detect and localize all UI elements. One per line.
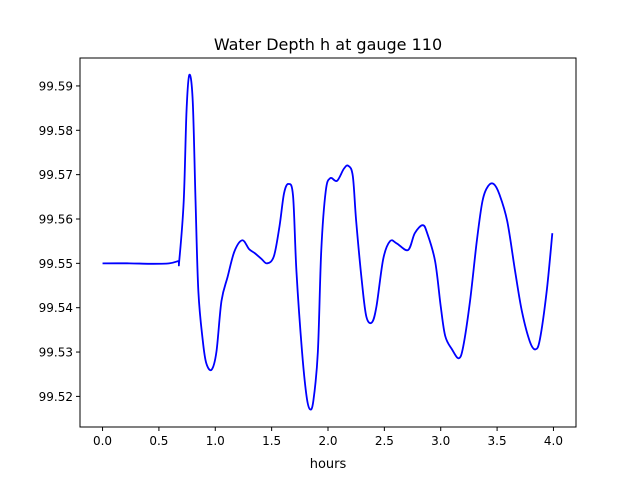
y-tick-label: 99.59 bbox=[39, 79, 73, 93]
series-line-h bbox=[102, 73, 554, 411]
x-tick-label: 1.5 bbox=[262, 434, 281, 448]
x-tick-label: 3.5 bbox=[488, 434, 507, 448]
x-tick-label: 2.0 bbox=[318, 434, 337, 448]
y-tick-label: 99.54 bbox=[39, 301, 73, 315]
x-tick-label: 3.0 bbox=[431, 434, 450, 448]
y-axis: 99.52 99.53 99.54 99.55 99.56 99.57 99.58 99.59 bbox=[39, 79, 80, 404]
y-tick-label: 99.52 bbox=[39, 390, 73, 404]
x-tick-label: 4.0 bbox=[544, 434, 563, 448]
y-tick-label: 99.57 bbox=[39, 168, 73, 182]
y-tick-label: 99.58 bbox=[39, 124, 73, 138]
y-tick-label: 99.55 bbox=[39, 257, 73, 271]
x-axis: 0.0 0.5 1.0 1.5 2.0 2.5 3.0 3.5 4.0 bbox=[93, 427, 563, 448]
plot-frame bbox=[79, 57, 577, 428]
x-axis-label: hours bbox=[310, 457, 347, 472]
x-tick-label: 1.0 bbox=[206, 434, 225, 448]
x-tick-label: 2.5 bbox=[375, 434, 394, 448]
chart-title: Water Depth h at gauge 110 bbox=[214, 35, 442, 54]
y-tick-label: 99.53 bbox=[39, 346, 73, 360]
y-tick-label: 99.56 bbox=[39, 212, 73, 226]
x-tick-label: 0.5 bbox=[149, 434, 168, 448]
x-tick-label: 0.0 bbox=[93, 434, 112, 448]
